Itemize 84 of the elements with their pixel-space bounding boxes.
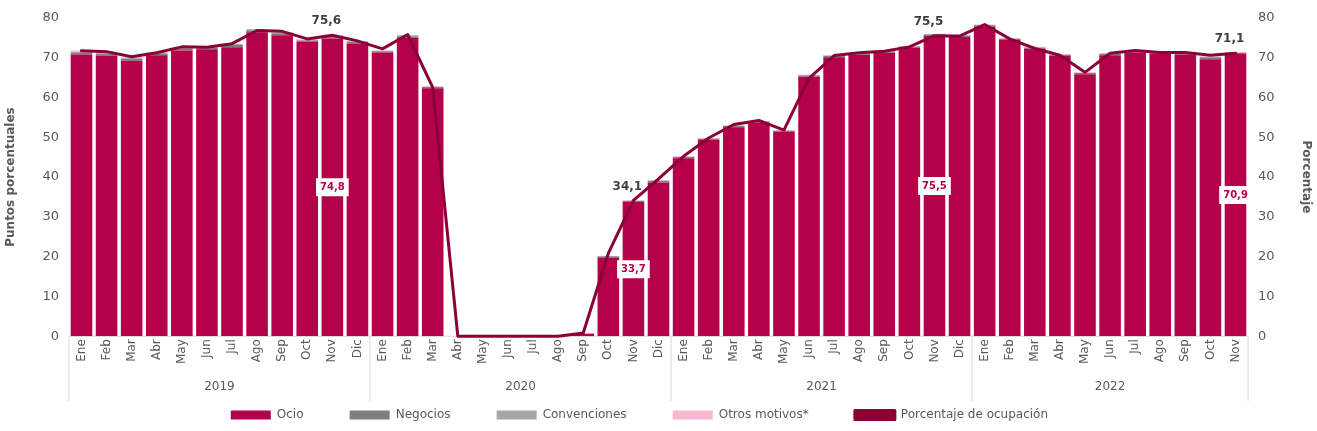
x-tick-label: May — [173, 339, 188, 364]
x-tick-label: Mar — [725, 339, 740, 362]
x-tick-label: Jul — [826, 339, 841, 355]
x-tick-label: Jul — [525, 339, 540, 355]
text: 2019 — [204, 379, 235, 394]
data-label: 71,1 — [1214, 31, 1245, 46]
y-tick-label: 70 — [42, 48, 59, 64]
x-tick-label: Ago — [550, 339, 565, 363]
y2-axis-title: Porcentaje — [1299, 140, 1314, 214]
data-label: 70,9 — [1223, 188, 1248, 200]
x-tick-label: May — [1077, 339, 1092, 364]
x-tick-label: May — [776, 339, 791, 364]
x-tick-label: Sep — [876, 339, 891, 362]
y2-tick-label: 40 — [1258, 168, 1275, 184]
legend-label: Ocio — [276, 407, 342, 422]
x-tick-label: Jul — [1127, 339, 1142, 355]
text: 2021 — [806, 379, 837, 394]
y2-tick-label: 30 — [1258, 208, 1275, 224]
x-tick-label: Feb — [700, 339, 715, 361]
x-tick-label: Jul — [224, 339, 239, 355]
x-tick-label: Oct — [299, 338, 314, 360]
data-label: 34,1 — [612, 178, 643, 193]
data-label: 75,5 — [913, 13, 944, 28]
x-tick-label: May — [475, 339, 490, 364]
x-tick-label: Nov — [324, 339, 339, 363]
x-tick-label: Nov — [926, 339, 941, 363]
x-tick-label: Mar — [123, 339, 138, 362]
x-tick-label: Abr — [148, 339, 163, 360]
x-tick-label: Dic — [951, 339, 966, 359]
y-tick-label: 0 — [50, 327, 59, 343]
x-tick-label: Feb — [98, 339, 113, 361]
legend-label: Convenciones — [542, 407, 665, 422]
x-tick-label: Mar — [1026, 339, 1041, 362]
x-tick-label: Ene — [374, 339, 389, 362]
x-tick-label: Nov — [625, 339, 640, 363]
x-tick-label: Sep — [274, 339, 289, 362]
y2-tick-label: 50 — [1258, 128, 1275, 144]
x-tick-label: Ago — [851, 339, 866, 363]
y-tick-label: 10 — [42, 287, 59, 303]
x-tick-label: Dic — [349, 339, 364, 359]
y-tick-label: 80 — [42, 9, 59, 25]
y2-tick-label: 0 — [1258, 327, 1267, 343]
x-tick-label: Ago — [249, 339, 264, 363]
x-tick-label: Ene — [675, 339, 690, 362]
y-axis-title: Puntos porcentuales — [3, 107, 18, 247]
y2-tick-label: 20 — [1258, 247, 1275, 263]
y-tick-label: 50 — [42, 128, 59, 144]
legend-label: Negocios — [395, 407, 489, 422]
y-tick-label: 60 — [42, 88, 59, 104]
x-tick-label: Dic — [650, 339, 665, 359]
x-tick-label: Jun — [199, 339, 214, 359]
x-tick-label: Abr — [1052, 339, 1067, 360]
text: 2022 — [1094, 379, 1126, 394]
y2-tick-label: 80 — [1258, 9, 1275, 25]
data-label: 74,8 — [320, 180, 345, 192]
x-tick-label: Ene — [73, 339, 88, 362]
x-tick-label: Abr — [750, 339, 765, 360]
x-tick-label: Oct — [901, 338, 916, 360]
data-label: 75,5 — [922, 179, 947, 191]
x-tick-label: Jun — [500, 339, 515, 359]
y2-tick-label: 60 — [1258, 88, 1275, 104]
x-tick-label: Ene — [976, 339, 991, 362]
data-label: 33,7 — [621, 262, 646, 274]
x-tick-label: Jun — [801, 339, 816, 359]
y-tick-label: 30 — [42, 208, 59, 224]
x-tick-label: Feb — [399, 339, 414, 361]
y-tick-label: 40 — [42, 168, 59, 184]
x-tick-label: Ago — [1152, 339, 1167, 363]
y-tick-label: 20 — [42, 247, 59, 263]
x-tick-label: Feb — [1001, 339, 1016, 361]
legend-label: Porcentaje de ocupación — [900, 407, 1087, 422]
y2-tick-label: 70 — [1258, 48, 1275, 64]
y2-tick-label: 10 — [1258, 287, 1275, 303]
data-label: 75,6 — [311, 13, 342, 28]
x-tick-label: Jun — [1102, 339, 1117, 359]
x-tick-label: Mar — [424, 339, 439, 362]
text: 2020 — [505, 379, 536, 394]
x-tick-label: Oct — [600, 338, 615, 360]
legend-label: Otros motivos* — [718, 407, 847, 422]
x-tick-label: Abr — [449, 339, 464, 360]
x-tick-label: Sep — [575, 339, 590, 362]
x-tick-label: Sep — [1177, 339, 1192, 362]
x-tick-label: Oct — [1202, 338, 1217, 360]
x-tick-label: Nov — [1227, 339, 1242, 363]
